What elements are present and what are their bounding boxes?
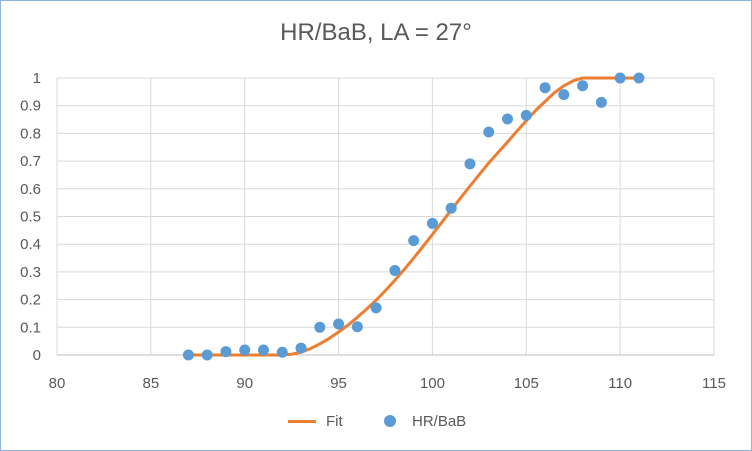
- x-tick-label: 105: [514, 375, 539, 392]
- fit-line: [186, 76, 641, 357]
- data-point: [389, 265, 401, 277]
- y-tick-label: 0.7: [20, 153, 41, 170]
- data-point: [220, 346, 232, 358]
- data-point: [257, 344, 269, 356]
- axes: 80 85 90 95 100 105 110 115 0 0.1 0.2 0.3 0.4 0.5 0.6 0…: [20, 70, 726, 392]
- y-tick-label: 0: [33, 347, 41, 364]
- fit-series: [186, 76, 641, 357]
- legend-label-hrbab: HR/BaB: [412, 412, 467, 430]
- y-tick-label: 0.4: [20, 236, 41, 253]
- y-tick-label: 0.3: [20, 264, 41, 281]
- data-point: [276, 346, 288, 358]
- legend-label-fit: Fit: [326, 412, 343, 430]
- data-point: [520, 109, 532, 121]
- hrbab-series: [182, 72, 645, 361]
- data-point: [614, 72, 626, 84]
- data-point: [558, 89, 570, 101]
- y-tick-label: 0.8: [20, 125, 41, 142]
- data-point: [539, 82, 551, 94]
- legend-item-hrbab: HR/BaB: [384, 409, 466, 433]
- x-tick-label: 110: [608, 375, 632, 392]
- data-point: [483, 126, 495, 138]
- x-tick-label: 115: [702, 375, 726, 392]
- data-point: [295, 342, 307, 354]
- data-point: [333, 318, 345, 330]
- data-point: [464, 158, 476, 170]
- data-point: [502, 113, 514, 125]
- data-point: [577, 80, 589, 92]
- data-point: [633, 72, 645, 84]
- chart-title: HR/BaB, LA = 27°: [280, 19, 472, 46]
- y-tick-label: 0.2: [20, 292, 41, 309]
- data-point: [595, 96, 607, 108]
- data-point: [201, 349, 213, 361]
- y-tick-label: 0.1: [20, 319, 41, 336]
- x-tick-label: 80: [49, 375, 66, 392]
- y-tick-label: 0.5: [20, 209, 41, 226]
- legend-dot-swatch: [384, 415, 396, 427]
- y-tick-label: 1: [33, 70, 41, 87]
- data-point: [182, 349, 194, 361]
- data-point: [426, 217, 438, 229]
- data-point: [445, 202, 457, 214]
- legend-item-fit: Fit: [288, 409, 343, 433]
- legend-line-swatch: [288, 419, 316, 423]
- data-point: [351, 321, 363, 333]
- y-tick-label: 0.9: [20, 98, 41, 115]
- x-tick-label: 90: [236, 375, 253, 392]
- legend: Fit HR/BaB: [1, 409, 751, 433]
- data-point: [314, 321, 326, 333]
- data-point: [408, 235, 420, 247]
- x-tick-label: 85: [143, 375, 160, 392]
- x-tick-label: 100: [420, 375, 445, 392]
- data-point: [239, 344, 251, 356]
- data-point: [370, 302, 382, 314]
- gridlines: [56, 77, 715, 356]
- x-tick-label: 95: [330, 375, 347, 392]
- y-tick-label: 0.6: [20, 181, 41, 198]
